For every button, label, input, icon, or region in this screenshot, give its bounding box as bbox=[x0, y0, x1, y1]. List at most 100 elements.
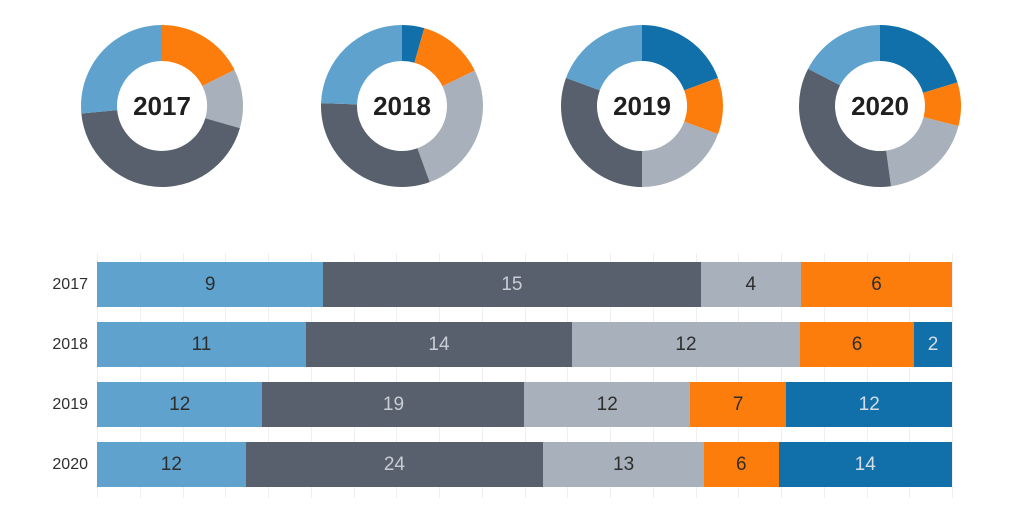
bar-segment-slate-gray[interactable]: 24 bbox=[245, 442, 544, 487]
donut-slice-silver[interactable] bbox=[202, 69, 244, 129]
donut-center-label: 2018 bbox=[373, 90, 431, 121]
bar-segment-value: 11 bbox=[191, 333, 212, 355]
gridline bbox=[823, 253, 825, 498]
bar-segment-slate-gray[interactable]: 19 bbox=[262, 382, 525, 427]
gridline bbox=[353, 253, 355, 498]
bar-segment-steel-blue[interactable]: 12 bbox=[97, 382, 263, 427]
bar-track: 12 24 13 6 14 bbox=[97, 442, 952, 487]
bar-row-label: 2018 bbox=[52, 335, 88, 353]
bar-segment-silver[interactable]: 13 bbox=[543, 442, 705, 487]
bar-segment-deep-blue[interactable]: 12 bbox=[786, 382, 952, 427]
donut-slice-slate-gray[interactable] bbox=[81, 110, 240, 187]
donut-chart-2018: 2018 bbox=[317, 21, 487, 191]
gridline bbox=[481, 253, 483, 498]
donut-slice-deep-blue[interactable] bbox=[402, 25, 425, 63]
bar-row-2017: 2017 9 15 4 6 bbox=[0, 262, 1024, 307]
bar-segment-value: 19 bbox=[382, 393, 405, 415]
gridline bbox=[439, 253, 440, 498]
bar-segment-value: 4 bbox=[745, 273, 757, 295]
bar-segment-value: 12 bbox=[160, 453, 182, 475]
bar-segment-value: 14 bbox=[428, 333, 450, 355]
donut-ring bbox=[81, 25, 244, 187]
gridline bbox=[310, 253, 312, 498]
bar-segment-value: 7 bbox=[732, 393, 744, 415]
bar-segment-value: 9 bbox=[204, 273, 216, 295]
bar-row-2018: 2018 11 14 12 6 2 bbox=[0, 322, 1024, 367]
bar-track: 11 14 12 6 2 bbox=[97, 322, 952, 367]
bar-segment-orange[interactable]: 6 bbox=[800, 322, 914, 367]
donut-chart-2019: 2019 bbox=[557, 21, 727, 191]
bar-segment-deep-blue[interactable]: 2 bbox=[914, 322, 952, 367]
donut-slice-silver[interactable] bbox=[886, 117, 959, 187]
bar-segment-value: 12 bbox=[169, 393, 191, 415]
donut-slice-orange[interactable] bbox=[684, 77, 724, 135]
donut-chart-2017: 2017 bbox=[77, 21, 247, 191]
donut-slice-steel-blue[interactable] bbox=[566, 25, 642, 91]
bar-segment-value: 2 bbox=[927, 333, 939, 355]
donut-slice-orange[interactable] bbox=[923, 82, 961, 127]
bar-segment-slate-gray[interactable]: 14 bbox=[306, 322, 572, 367]
gridline bbox=[610, 253, 611, 498]
gridline bbox=[182, 253, 184, 498]
gridline bbox=[695, 253, 697, 498]
bar-segment-silver[interactable]: 12 bbox=[524, 382, 690, 427]
donut-slice-orange[interactable] bbox=[414, 28, 475, 87]
gridline bbox=[738, 253, 740, 498]
gridline bbox=[781, 253, 782, 498]
donut-slice-steel-blue[interactable] bbox=[321, 25, 402, 105]
gridline bbox=[139, 253, 141, 498]
gridline-layer bbox=[97, 253, 953, 498]
donut-slice-deep-blue[interactable] bbox=[642, 25, 718, 91]
donut-slice-steel-blue[interactable] bbox=[808, 25, 880, 86]
bar-row-label: 2017 bbox=[52, 275, 88, 293]
bar-segment-orange[interactable]: 7 bbox=[689, 382, 787, 427]
bar-segment-value: 14 bbox=[854, 453, 876, 475]
donut-ring bbox=[560, 25, 724, 187]
gridline bbox=[567, 253, 569, 498]
bar-segment-value: 6 bbox=[851, 333, 863, 355]
bar-track: 12 19 12 7 12 bbox=[97, 382, 952, 427]
bar-segment-value: 12 bbox=[858, 393, 880, 415]
bar-segment-value: 13 bbox=[613, 453, 635, 475]
bar-segment-value: 6 bbox=[871, 273, 882, 295]
donut-center-label: 2019 bbox=[613, 90, 671, 121]
donut-slice-slate-gray[interactable] bbox=[798, 68, 892, 188]
donut-slice-silver[interactable] bbox=[642, 121, 718, 187]
donut-slice-steel-blue[interactable] bbox=[81, 25, 162, 114]
gridline bbox=[652, 253, 654, 498]
bar-segment-silver[interactable]: 4 bbox=[700, 262, 802, 307]
donut-center-label: 2020 bbox=[851, 90, 909, 121]
bar-segment-steel-blue[interactable]: 9 bbox=[97, 262, 324, 307]
donut-slice-orange[interactable] bbox=[162, 25, 235, 86]
gridline bbox=[866, 253, 868, 498]
bar-segment-value: 12 bbox=[596, 393, 618, 415]
bar-row-label: 2020 bbox=[52, 455, 88, 473]
donut-ring bbox=[321, 25, 484, 188]
donut-chart-2020: 2020 bbox=[795, 21, 965, 191]
gridline bbox=[268, 253, 269, 498]
donut-slice-slate-gray[interactable] bbox=[560, 77, 642, 187]
bar-segment-deep-blue[interactable]: 14 bbox=[778, 442, 952, 487]
bar-segment-value: 6 bbox=[736, 453, 747, 475]
bar-segment-value: 12 bbox=[675, 333, 697, 355]
bar-row-2020: 2020 12 24 13 6 14 bbox=[0, 442, 1024, 487]
donut-slice-deep-blue[interactable] bbox=[880, 25, 958, 93]
bar-segment-steel-blue[interactable]: 12 bbox=[97, 442, 246, 487]
gridline bbox=[524, 253, 526, 498]
bar-segment-slate-gray[interactable]: 15 bbox=[323, 262, 701, 307]
bar-segment-steel-blue[interactable]: 11 bbox=[97, 322, 306, 367]
donut-slice-silver[interactable] bbox=[417, 70, 484, 183]
bar-row-label: 2019 bbox=[52, 395, 88, 413]
stacked-bar-chart: 2017 9 15 4 6 2018 11 14 12 6 2 2019 12 19 12 7 12 2020 12… bbox=[0, 253, 1024, 503]
bar-segment-value: 15 bbox=[501, 273, 523, 295]
bar-segment-silver[interactable]: 12 bbox=[572, 322, 800, 367]
gridline bbox=[225, 253, 227, 498]
gridline bbox=[909, 253, 911, 498]
bar-segment-orange[interactable]: 6 bbox=[801, 262, 952, 307]
gridline bbox=[396, 253, 398, 498]
donut-slice-slate-gray[interactable] bbox=[321, 103, 430, 188]
bar-segment-orange[interactable]: 6 bbox=[704, 442, 779, 487]
donut-ring bbox=[798, 25, 961, 188]
donut-center-label: 2017 bbox=[133, 90, 191, 121]
bar-segment-value: 24 bbox=[383, 453, 405, 475]
